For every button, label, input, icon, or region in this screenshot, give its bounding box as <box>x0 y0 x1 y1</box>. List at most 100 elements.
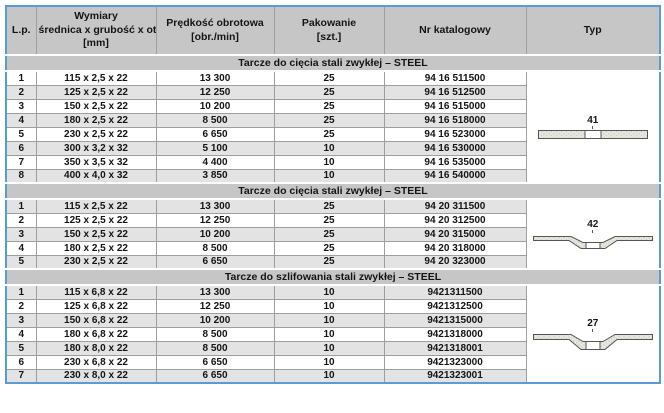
type-cell: 41 <box>525 70 661 184</box>
lp-cell: 5 <box>5 254 37 270</box>
section-header-row: Tarcze do szlifowania stali zwykłej – ST… <box>5 268 661 286</box>
table-row: 4 180 x 6,8 x 22 8 500 10 9421318000 <box>5 326 660 342</box>
header-line: średnica x grubość x otwór <box>38 23 156 36</box>
packaging-cell: 25 <box>273 98 385 114</box>
table-body: Tarcze do cięcia stali zwykłej – STEEL 1 1… <box>5 54 661 384</box>
packaging-cell: 25 <box>273 126 385 142</box>
flat-cutting-disc-icon: 41 <box>529 115 658 140</box>
dimensions-cell: 230 x 6,8 x 22 <box>35 354 157 370</box>
catalog-cell: 94 20 311500 <box>383 198 527 214</box>
catalog-cell: 94 16 512500 <box>383 84 527 100</box>
dimensions-cell: 150 x 6,8 x 22 <box>35 312 157 328</box>
table-row: 5 180 x 8,0 x 22 8 500 10 9421318001 <box>5 340 660 356</box>
speed-cell: 13 300 <box>155 70 275 86</box>
table-row: 3 150 x 2,5 x 22 10 200 25 94 20 315000 <box>5 226 660 242</box>
dimensions-cell: 230 x 2,5 x 22 <box>35 254 157 270</box>
lp-cell: 5 <box>5 126 37 142</box>
speed-cell: 8 500 <box>155 112 275 128</box>
speed-cell: 10 200 <box>155 312 275 328</box>
table-row: 2 125 x 2,5 x 22 12 250 25 94 16 512500 <box>5 84 660 100</box>
column-header-speed: Prędkość obrotowa [obr./min] <box>155 5 275 56</box>
catalog-cell: 94 20 312500 <box>383 212 527 228</box>
column-header-type: Typ <box>525 5 661 56</box>
table-row: 6 300 x 3,2 x 32 5 100 10 94 16 530000 <box>5 140 660 156</box>
catalog-cell: 94 16 511500 <box>383 70 527 86</box>
lp-cell: 1 <box>5 198 37 214</box>
dimensions-cell: 230 x 2,5 x 22 <box>35 126 157 142</box>
catalog-cell: 9421311500 <box>383 284 527 300</box>
lp-cell: 3 <box>5 312 37 328</box>
speed-cell: 13 300 <box>155 198 275 214</box>
lp-cell: 8 <box>5 168 37 184</box>
header-line: Pakowanie <box>301 16 357 29</box>
packaging-cell: 25 <box>273 226 385 242</box>
table-row: 5 230 x 2,5 x 22 6 650 25 94 16 523000 <box>5 126 660 142</box>
dimensions-cell: 180 x 2,5 x 22 <box>35 240 157 256</box>
header-line: Typ <box>583 23 602 36</box>
table-row: 7 350 x 3,5 x 32 4 400 10 94 16 535000 <box>5 154 660 170</box>
table-row: 1 115 x 2,5 x 22 13 300 25 94 20 311500 42 <box>5 198 661 270</box>
section-header-row: Tarcze do cięcia stali zwykłej – STEEL <box>5 54 661 72</box>
packaging-cell: 25 <box>273 240 385 256</box>
packaging-cell: 25 <box>273 254 385 270</box>
catalog-cell: 94 16 530000 <box>383 140 527 156</box>
speed-cell: 6 650 <box>155 254 275 270</box>
speed-cell: 8 500 <box>155 340 275 356</box>
lp-cell: 1 <box>5 70 37 86</box>
column-header-catalog: Nr katalogowy <box>383 5 527 56</box>
catalog-cell: 9421323000 <box>383 354 527 370</box>
column-header-lp: L.p. <box>5 5 37 56</box>
speed-cell: 6 650 <box>155 354 275 370</box>
catalog-cell: 94 16 518000 <box>383 112 527 128</box>
dimensions-cell: 115 x 2,5 x 22 <box>35 70 157 86</box>
lp-cell: 7 <box>5 368 37 384</box>
depressed-center-cutting-disc-icon: 42 <box>529 219 658 250</box>
lp-cell: 4 <box>5 326 37 342</box>
dimensions-cell: 180 x 6,8 x 22 <box>35 326 157 342</box>
dimensions-cell: 125 x 2,5 x 22 <box>35 212 157 228</box>
dimensions-cell: 125 x 2,5 x 22 <box>35 84 157 100</box>
dimensions-cell: 125 x 6,8 x 22 <box>35 298 157 314</box>
section-title: Tarcze do cięcia stali zwykłej – STEEL <box>5 54 661 72</box>
speed-cell: 8 500 <box>155 326 275 342</box>
table-row: 5 230 x 2,5 x 22 6 650 25 94 20 323000 <box>5 254 660 270</box>
packaging-cell: 10 <box>273 284 385 300</box>
speed-cell: 6 650 <box>155 126 275 142</box>
section-header-row: Tarcze do cięcia stali zwykłej – STEEL <box>5 182 661 200</box>
speed-cell: 12 250 <box>155 212 275 228</box>
speed-cell: 3 850 <box>155 168 275 184</box>
speed-cell: 10 200 <box>155 226 275 242</box>
header-line: Nr katalogowy <box>419 23 491 36</box>
packaging-cell: 10 <box>273 354 385 370</box>
catalog-cell: 94 20 318000 <box>383 240 527 256</box>
column-header-dimensions: Wymiary średnica x grubość x otwór [mm] <box>35 5 157 56</box>
header-row: L.p. Wymiary średnica x grubość x otwór … <box>5 5 661 56</box>
section-title: Tarcze do szlifowania stali zwykłej – ST… <box>5 268 661 286</box>
packaging-cell: 10 <box>273 140 385 156</box>
catalog-page: L.p. Wymiary średnica x grubość x otwór … <box>5 5 661 384</box>
header-line: L.p. <box>11 23 31 36</box>
lp-cell: 6 <box>5 354 37 370</box>
header-line: [szt.] <box>316 30 342 43</box>
catalog-cell: 94 16 540000 <box>383 168 527 184</box>
dimensions-cell: 230 x 8,0 x 22 <box>35 368 157 384</box>
dimensions-cell: 150 x 2,5 x 22 <box>35 226 157 242</box>
header-line: [obr./min] <box>191 30 239 43</box>
table-row: 1 115 x 6,8 x 22 13 300 10 9421311500 27 <box>5 284 661 384</box>
catalog-cell: 9421318000 <box>383 326 527 342</box>
product-table: L.p. Wymiary średnica x grubość x otwór … <box>5 5 661 384</box>
speed-cell: 12 250 <box>155 298 275 314</box>
lp-cell: 4 <box>5 240 37 256</box>
packaging-cell: 25 <box>273 198 385 214</box>
catalog-cell: 94 20 323000 <box>383 254 527 270</box>
packaging-cell: 10 <box>273 154 385 170</box>
speed-cell: 8 500 <box>155 240 275 256</box>
table-row: 2 125 x 2,5 x 22 12 250 25 94 20 312500 <box>5 212 660 228</box>
lp-cell: 5 <box>5 340 37 356</box>
packaging-cell: 25 <box>273 112 385 128</box>
type-number: 27 <box>587 317 599 329</box>
table-row: 3 150 x 2,5 x 22 10 200 25 94 16 515000 <box>5 98 660 114</box>
table-row: 4 180 x 2,5 x 22 8 500 25 94 16 518000 <box>5 112 660 128</box>
speed-cell: 10 200 <box>155 98 275 114</box>
dimensions-cell: 115 x 2,5 x 22 <box>35 198 157 214</box>
